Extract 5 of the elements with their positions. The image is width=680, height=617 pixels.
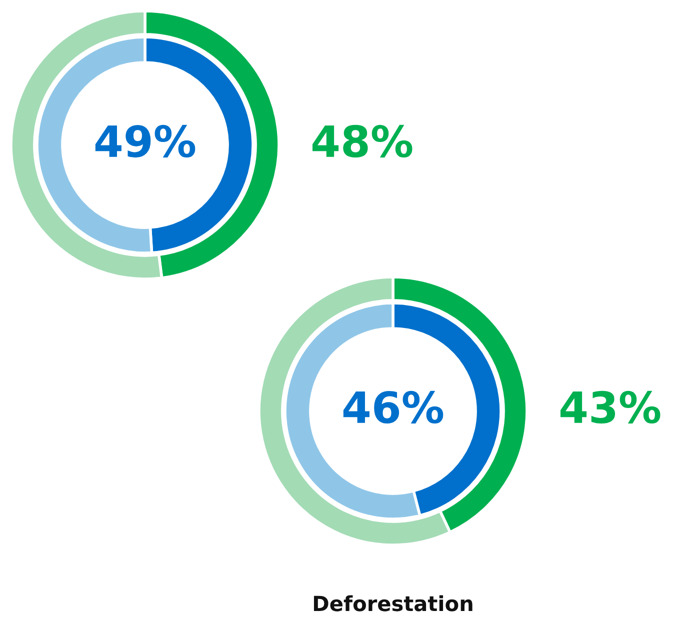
- data-label: 48%: [312, 124, 412, 158]
- data-label: 43%: [560, 390, 660, 424]
- data-label: 49%: [95, 124, 196, 158]
- data-label: 46%: [343, 390, 444, 424]
- text: Deforestation: [314, 595, 472, 612]
